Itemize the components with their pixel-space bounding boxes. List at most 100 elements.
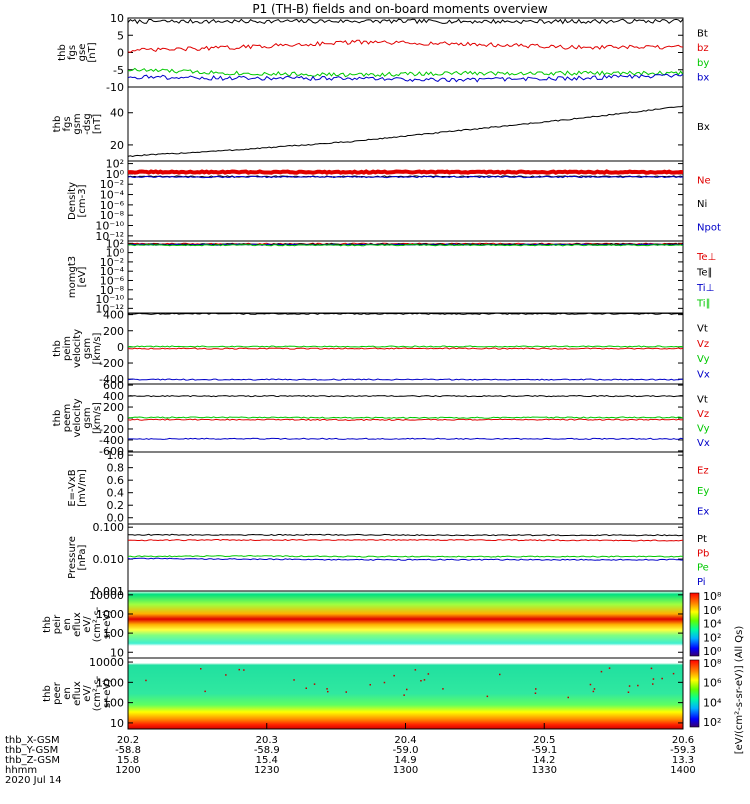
ephemeris-value: 20.3 (256, 735, 278, 746)
speckle (403, 694, 405, 696)
y-axis-label: gsm (82, 338, 93, 359)
y-axis-label: thb (42, 616, 53, 633)
y-tick-label: 10² (106, 237, 124, 250)
y-tick-label: -5 (113, 64, 124, 77)
series-line-Vy (127, 345, 684, 348)
series-line-Pi (127, 557, 684, 561)
ephemeris-value: -59.1 (531, 745, 557, 756)
figure-title: P1 (TH-B) fields and on-board moments ov… (252, 2, 548, 16)
colorbar-tick: 10² (703, 631, 721, 644)
colorbar-tick: 10⁰ (703, 645, 722, 658)
speckle (534, 692, 537, 694)
y-axis-label: sr-eV) (102, 679, 113, 708)
series-line-Pe (127, 554, 684, 558)
legend-label: Ti∥ (696, 298, 711, 309)
series-line-Vy (127, 416, 684, 419)
y-axis-label: fgs (67, 45, 78, 60)
y-tick-label: 10⁻² (100, 178, 124, 191)
legend-label: Ti⊥ (696, 283, 714, 294)
y-tick-label: 10⁻¹⁰ (95, 220, 124, 233)
speckle (326, 688, 328, 690)
legend-label: Ne (697, 176, 711, 187)
series-line-Vx (127, 378, 683, 381)
speckle (650, 667, 653, 670)
speckle (238, 668, 240, 671)
speckle (499, 673, 501, 676)
ephemeris-value: 14.9 (394, 755, 416, 766)
y-tick-label: 10⁻⁶ (100, 199, 125, 212)
ephemeris-row-label: thb_X-GSM (5, 735, 60, 746)
series-line-bz (127, 39, 684, 53)
y-tick-label: 10⁻¹² (95, 230, 124, 243)
legend-label: Vz (697, 339, 709, 350)
speckle (535, 688, 537, 690)
y-axis-label: thb (42, 685, 53, 702)
y-tick-label: -400 (99, 434, 124, 447)
y-tick-label: 0.001 (93, 585, 125, 598)
legend-label: Te∥ (696, 267, 713, 278)
y-axis-label: [cm-3] (77, 184, 88, 217)
ephemeris-value: 13.3 (672, 755, 694, 766)
y-axis-label: eV/ (82, 685, 93, 702)
y-tick-label: 40 (110, 107, 124, 120)
y-tick-label: -600 (99, 445, 124, 458)
legend-label: Vy (697, 354, 710, 365)
ephemeris-value: 15.4 (256, 755, 278, 766)
legend-label: Ni (697, 199, 707, 210)
y-tick-label: 10⁻¹⁰ (95, 293, 124, 306)
speckle (567, 696, 569, 699)
speckle (652, 683, 654, 685)
y-tick-label: 10 (110, 717, 124, 730)
speckle (628, 685, 631, 687)
y-axis-label: thb (52, 116, 63, 133)
series-line-Ti∥ (127, 244, 684, 247)
panel-frame-6 (127, 451, 684, 525)
colorbar-tick: 10⁶ (703, 677, 722, 690)
y-tick-label: 100 (103, 627, 124, 640)
y-axis-label: eflux (72, 612, 83, 637)
ephemeris-value: 1330 (532, 765, 557, 776)
y-tick-label: 400 (103, 390, 124, 403)
y-tick-label: 10² (106, 158, 124, 171)
series-line-Vz (127, 418, 684, 421)
legend-label: Vx (697, 438, 710, 449)
legend-label: Ez (697, 465, 709, 476)
ephemeris-value: -59.3 (670, 745, 696, 756)
y-tick-label: 0.100 (93, 521, 125, 534)
y-axis-label: -dsg (82, 113, 93, 135)
y-tick-label: 10⁻⁸ (100, 209, 125, 222)
y-axis-label: peim (62, 336, 73, 361)
y-axis-label: (cm²-s- (92, 675, 103, 711)
y-tick-label: 1000 (96, 676, 124, 689)
y-tick-label: 10⁰ (106, 168, 125, 181)
speckle (589, 683, 592, 686)
legend-label: by (697, 58, 709, 69)
y-axis-label: peem (62, 404, 73, 432)
ephemeris-value: 1300 (393, 765, 418, 776)
ephemeris-row-label: thb_Z-GSM (5, 755, 60, 766)
ephemeris-value: 20.5 (533, 735, 555, 746)
y-tick-label: 0.0 (107, 512, 125, 525)
speckle (406, 688, 408, 691)
speckle (305, 687, 307, 689)
legend-label: Vx (697, 369, 710, 380)
speckle (293, 679, 295, 681)
legend-label: Vt (697, 324, 708, 335)
y-tick-label: -200 (99, 357, 124, 370)
series-line-Bx (127, 105, 684, 158)
date-label: 2020 Jul 14 (5, 775, 62, 786)
series-line-by (128, 67, 684, 78)
y-axis-label: [nT] (87, 42, 98, 62)
y-axis-label: sr-eV) (102, 610, 113, 639)
speckle (393, 674, 395, 677)
legend-label: Ey (697, 486, 709, 497)
y-tick-label: 0 (117, 412, 124, 425)
y-tick-label: 200 (103, 325, 124, 338)
y-tick-label: 0 (117, 341, 124, 354)
speckle (345, 691, 347, 693)
colorbar-tick: 10⁴ (703, 696, 722, 709)
y-tick-label: 200 (103, 401, 124, 414)
legend-label: Ex (697, 507, 709, 518)
